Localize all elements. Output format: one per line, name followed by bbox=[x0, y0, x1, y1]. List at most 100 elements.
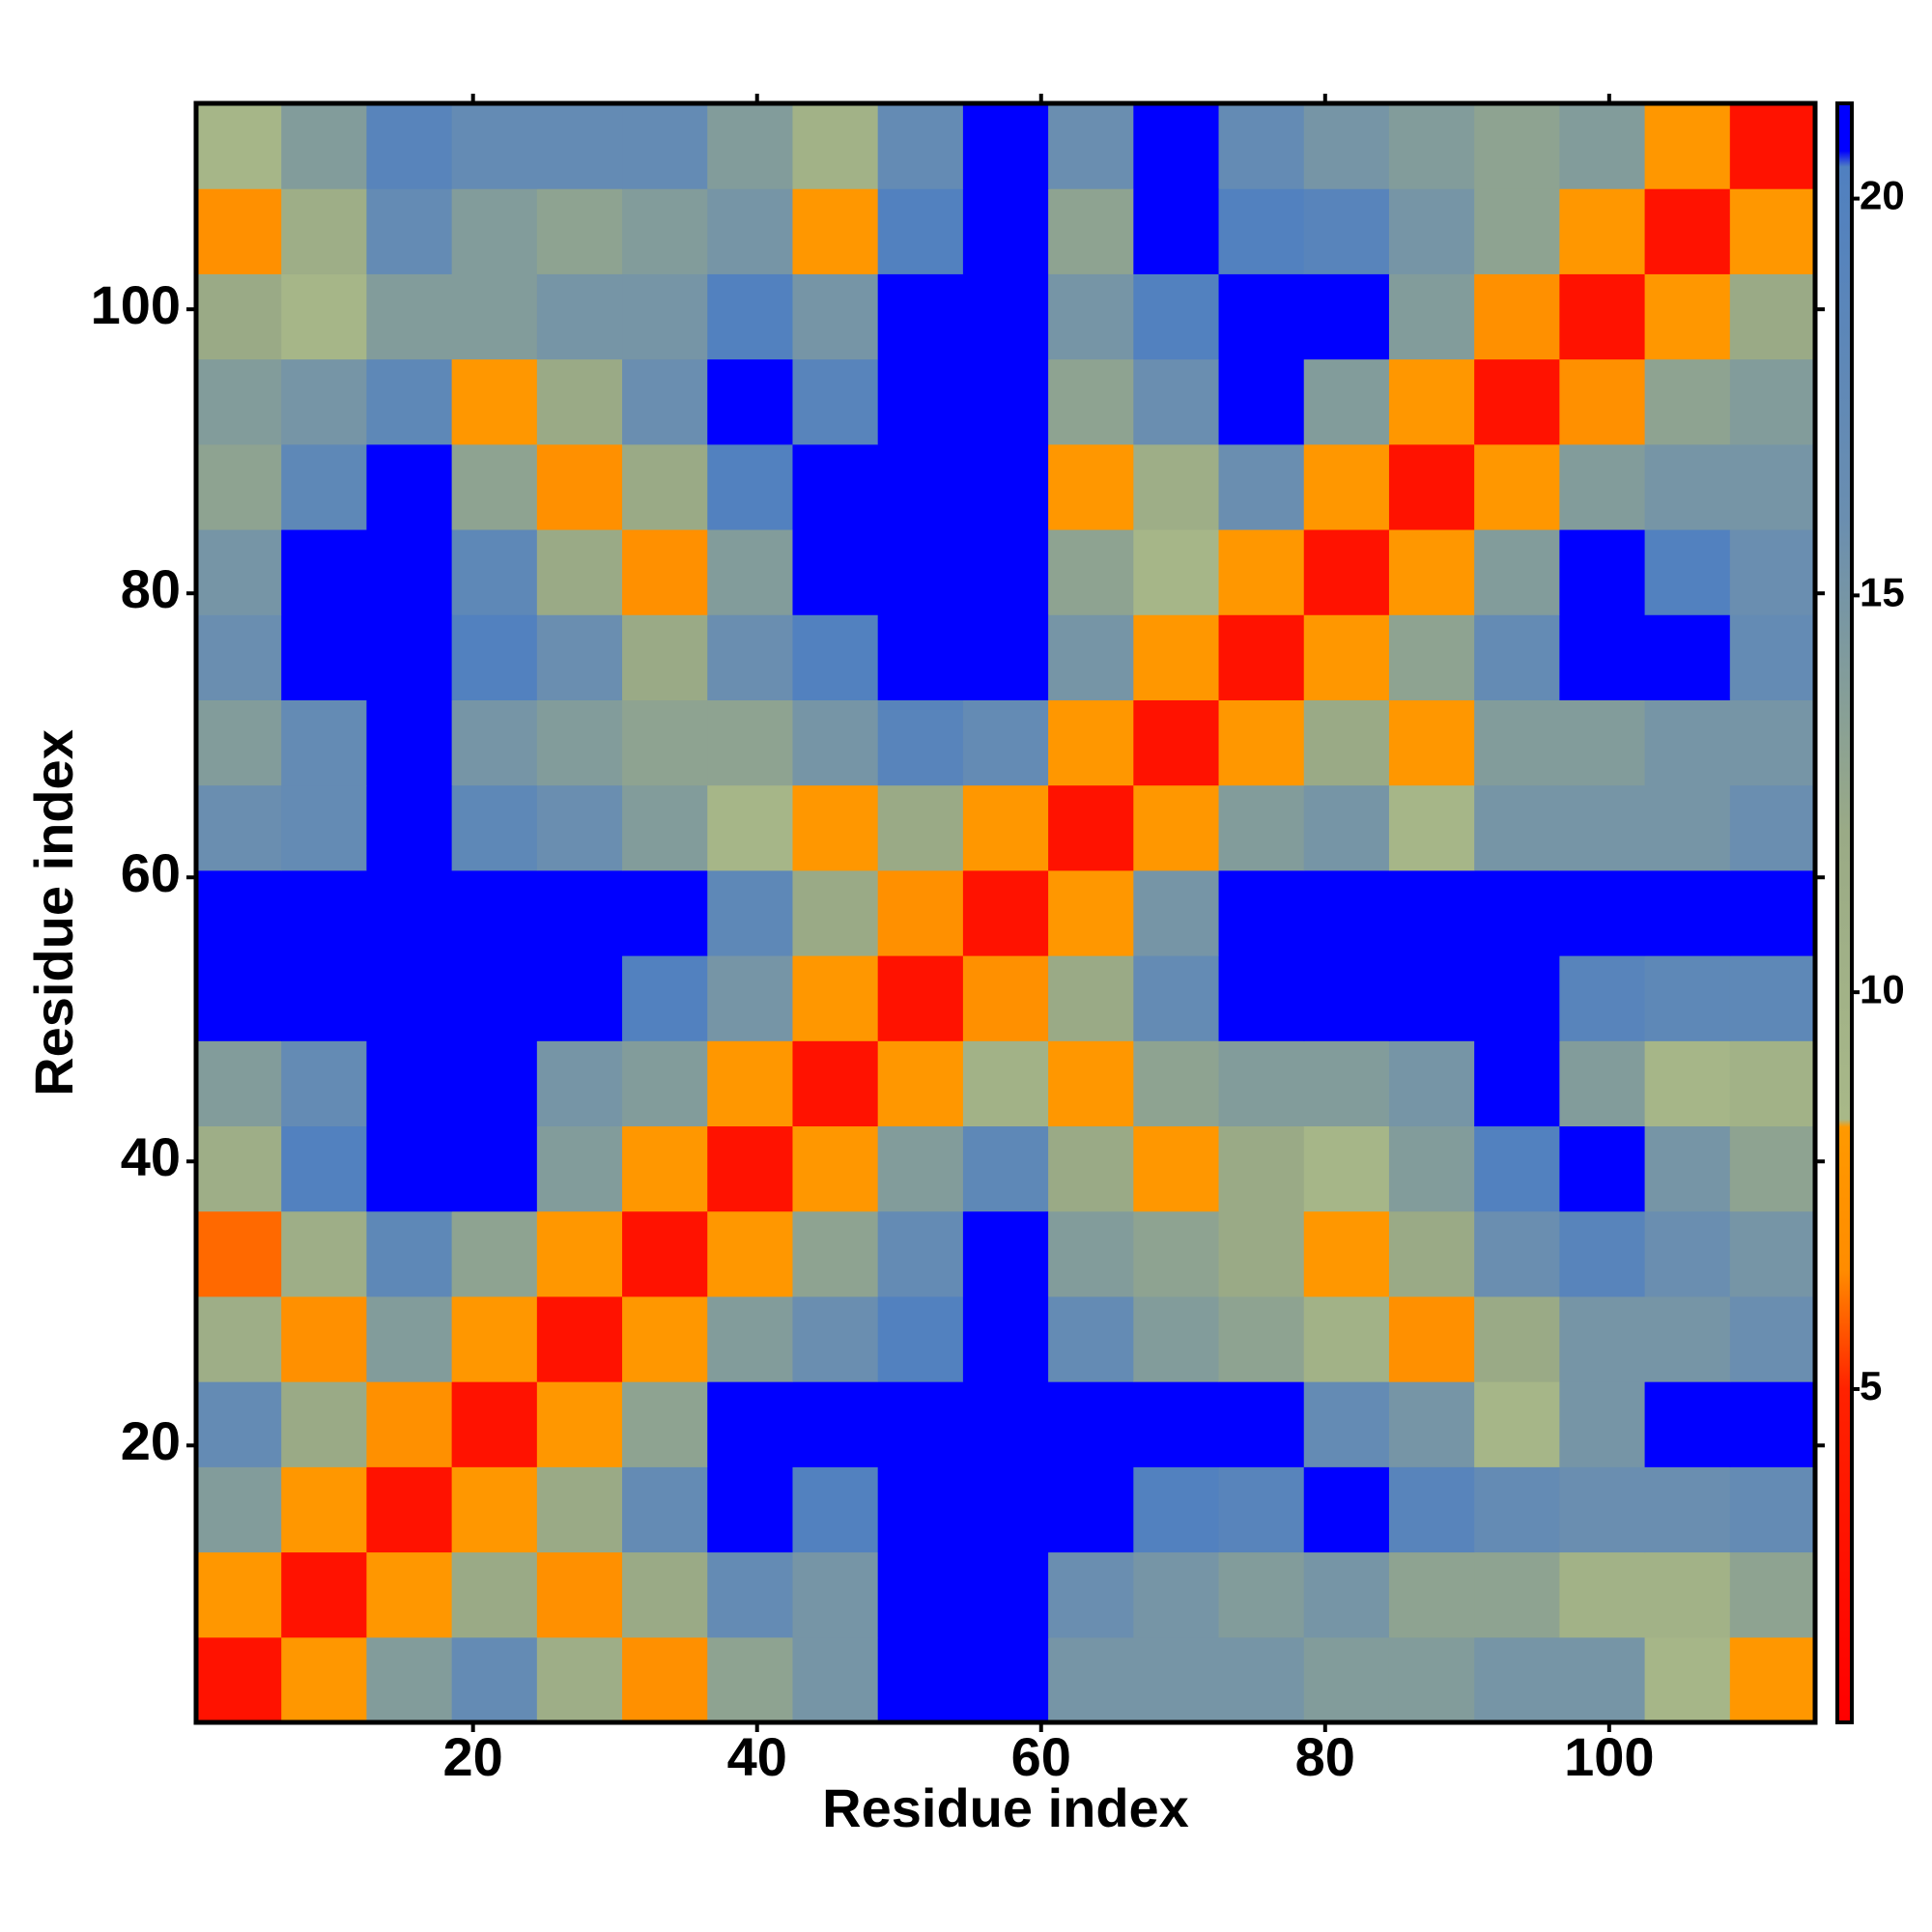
heatmap-cell bbox=[1133, 869, 1220, 956]
heatmap-cell bbox=[1559, 1125, 1646, 1212]
heatmap-cell bbox=[1644, 1295, 1731, 1382]
heatmap-cell bbox=[792, 1040, 879, 1127]
heatmap-cell bbox=[1474, 273, 1560, 360]
heatmap-cell bbox=[792, 1551, 879, 1638]
heatmap-cell bbox=[281, 1466, 367, 1553]
heatmap-cell bbox=[1644, 699, 1731, 786]
heatmap-cell bbox=[877, 955, 964, 1041]
heatmap-cell bbox=[1133, 358, 1220, 445]
heatmap-cell bbox=[792, 1466, 879, 1553]
heatmap-cell bbox=[1644, 1125, 1731, 1212]
heatmap-cell bbox=[196, 443, 282, 530]
heatmap-cell bbox=[1133, 1466, 1220, 1553]
heatmap-cell bbox=[707, 529, 793, 615]
heatmap-cell bbox=[707, 784, 793, 871]
heatmap-cell bbox=[1559, 784, 1646, 871]
heatmap-cell bbox=[281, 443, 367, 530]
heatmap-cell bbox=[451, 529, 538, 615]
heatmap-cell bbox=[1303, 443, 1390, 530]
heatmap-cell bbox=[1474, 1210, 1560, 1297]
heatmap-cell bbox=[792, 1636, 879, 1723]
heatmap-cell bbox=[1729, 699, 1816, 786]
heatmap-cell bbox=[281, 955, 367, 1041]
heatmap-cell bbox=[536, 443, 623, 530]
heatmap-cell bbox=[707, 188, 793, 274]
heatmap-cell bbox=[962, 1125, 1049, 1212]
heatmap-cell bbox=[196, 1466, 282, 1553]
heatmap-cell bbox=[1303, 784, 1390, 871]
heatmap-cell bbox=[1474, 614, 1560, 700]
heatmap-cell bbox=[451, 1040, 538, 1127]
heatmap-cell bbox=[962, 443, 1049, 530]
heatmap-cell bbox=[1729, 358, 1816, 445]
heatmap-cell bbox=[1133, 1551, 1220, 1638]
heatmap-cell bbox=[1388, 1040, 1475, 1127]
heatmap-cell bbox=[451, 443, 538, 530]
heatmap-cell bbox=[622, 358, 708, 445]
heatmap-cell bbox=[1559, 1466, 1646, 1553]
heatmap-cell bbox=[707, 358, 793, 445]
heatmap-cell bbox=[1303, 358, 1390, 445]
heatmap-cell bbox=[1559, 1210, 1646, 1297]
heatmap-cell bbox=[1303, 1125, 1390, 1212]
heatmap-cell bbox=[196, 273, 282, 360]
heatmap-cell bbox=[1559, 529, 1646, 615]
heatmap-cell bbox=[196, 529, 282, 615]
heatmap-cell bbox=[877, 103, 964, 189]
heatmap-cell bbox=[877, 358, 964, 445]
heatmap-cell bbox=[707, 443, 793, 530]
heatmap-cell bbox=[196, 1040, 282, 1127]
heatmap-cell bbox=[707, 1636, 793, 1723]
heatmap-cell bbox=[1133, 784, 1220, 871]
y-tick-label: 40 bbox=[121, 1126, 181, 1187]
heatmap-cell bbox=[1388, 1551, 1475, 1638]
heatmap-cell bbox=[1133, 529, 1220, 615]
heatmap-cell bbox=[1559, 443, 1646, 530]
heatmap-cell bbox=[1218, 1295, 1305, 1382]
heatmap-cell bbox=[1474, 955, 1560, 1041]
x-tick-label: 40 bbox=[727, 1726, 787, 1787]
heatmap-cell bbox=[1559, 614, 1646, 700]
heatmap-cell bbox=[792, 869, 879, 956]
heatmap-cell bbox=[536, 1295, 623, 1382]
heatmap-cell bbox=[1559, 1295, 1646, 1382]
heatmap-cell bbox=[877, 614, 964, 700]
heatmap-cell bbox=[1559, 188, 1646, 274]
heatmap-cell bbox=[1559, 103, 1646, 189]
heatmap-cell bbox=[281, 699, 367, 786]
heatmap-cell bbox=[196, 699, 282, 786]
heatmap-cell bbox=[707, 1466, 793, 1553]
heatmap-cell bbox=[1474, 784, 1560, 871]
heatmap-cell bbox=[962, 529, 1049, 615]
heatmap-cell bbox=[451, 1551, 538, 1638]
heatmap-cell bbox=[1218, 1636, 1305, 1723]
heatmap bbox=[196, 103, 1816, 1723]
heatmap-cell bbox=[196, 1125, 282, 1212]
heatmap-cell bbox=[792, 614, 879, 700]
heatmap-cell bbox=[196, 188, 282, 274]
heatmap-cell bbox=[1218, 1466, 1305, 1553]
heatmap-cell bbox=[1474, 1125, 1560, 1212]
heatmap-cell bbox=[1644, 1210, 1731, 1297]
heatmap-cell bbox=[962, 1210, 1049, 1297]
heatmap-cell bbox=[196, 1381, 282, 1467]
heatmap-cell bbox=[1388, 188, 1475, 274]
heatmap-cell bbox=[536, 699, 623, 786]
heatmap-cell bbox=[536, 1210, 623, 1297]
heatmap-cell bbox=[1218, 1210, 1305, 1297]
heatmap-cell bbox=[1644, 955, 1731, 1041]
heatmap-cell bbox=[707, 1125, 793, 1212]
heatmap-cell bbox=[366, 1125, 453, 1212]
heatmap-cell bbox=[1133, 614, 1220, 700]
heatmap-cell bbox=[792, 188, 879, 274]
heatmap-cell bbox=[451, 1295, 538, 1382]
heatmap-cell bbox=[1303, 1466, 1390, 1553]
heatmap-cell bbox=[1303, 614, 1390, 700]
heatmap-cell bbox=[1729, 1551, 1816, 1638]
heatmap-cell bbox=[1388, 784, 1475, 871]
heatmap-cell bbox=[1729, 614, 1816, 700]
heatmap-cell bbox=[1048, 869, 1134, 956]
heatmap-cell bbox=[536, 1381, 623, 1467]
heatmap-cell bbox=[1133, 188, 1220, 274]
